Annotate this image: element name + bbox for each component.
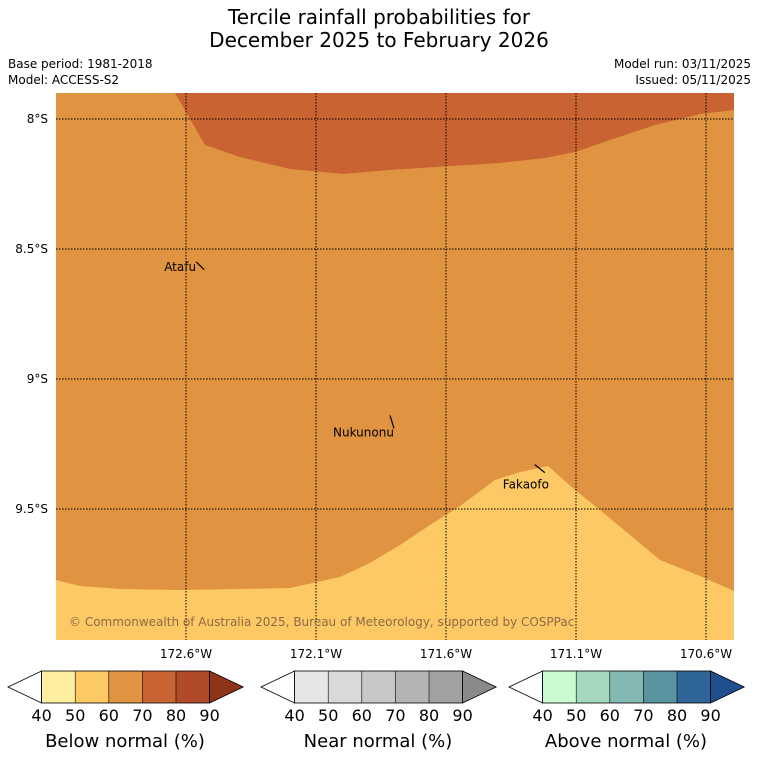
copyright-notice: © Commonwealth of Australia 2025, Bureau… — [69, 615, 574, 629]
colorbar-tick-label: 80 — [166, 706, 186, 725]
colorbar-tick-label: 50 — [566, 706, 586, 725]
colorbar-cell — [75, 671, 109, 703]
colorbar-tick-label: 80 — [667, 706, 687, 725]
colorbar-title: Above normal (%) — [545, 731, 707, 752]
atoll-outline — [389, 415, 395, 429]
colorbar-cell — [361, 671, 396, 703]
colorbar-tick-label: 70 — [132, 706, 152, 725]
colorbar-tick-label: 40 — [31, 706, 51, 725]
colorbar-cell — [429, 671, 463, 703]
colorbar-extend-low — [7, 670, 42, 704]
longitude-labels: 172.6°W 172.1°W 171.6°W 171.1°W 170.6°W — [160, 647, 732, 661]
map-area: Atafu Nukunonu Fakaofo © Commonwealth of A… — [56, 93, 734, 640]
colorbar-frame — [41, 670, 210, 704]
colorbar-title: Below normal (%) — [45, 731, 205, 752]
lon-tick-label: 171.6°W — [420, 647, 472, 661]
colorbar-cell — [609, 671, 644, 703]
atoll-outline — [534, 464, 546, 474]
atoll-outline — [195, 261, 205, 271]
colorbar-tick-label: 50 — [318, 706, 338, 725]
colorbar-extend-high — [710, 670, 746, 704]
model-label: Model: ACCESS-S2 — [8, 73, 120, 87]
colorbar-cell — [576, 671, 610, 703]
colorbar: 40 50 60 70 80 90 Near normal (%) — [260, 670, 498, 752]
lon-tick-label: 172.6°W — [160, 647, 212, 661]
colorbar-cell — [328, 671, 362, 703]
colorbar-tick-label: 70 — [385, 706, 405, 725]
colorbar-extend-low — [508, 670, 543, 704]
chart-title-line2: December 2025 to February 2026 — [209, 28, 549, 52]
lat-tick-label: 9°S — [27, 372, 48, 386]
base-period-label: Base period: 1981-2018 — [8, 57, 153, 71]
colorbar-tick-label: 80 — [419, 706, 439, 725]
colorbar-cell — [395, 671, 429, 703]
colorbar-extend-high — [462, 670, 498, 704]
lat-tick-label: 8°S — [27, 112, 48, 126]
colorbar-tick-label: 90 — [452, 706, 472, 725]
colorbars: 40 50 60 70 80 90 Below normal (%) 40 50 60 70 80 90… — [7, 670, 746, 752]
model-run-label: Model run: 03/11/2025 — [613, 57, 751, 71]
colorbar-tick-label: 60 — [352, 706, 372, 725]
colorbar-cell — [542, 671, 577, 703]
colorbar-frame — [542, 670, 711, 704]
region-below-normal-70-80 — [175, 93, 734, 174]
place-label: Nukunonu — [333, 425, 394, 439]
colorbar: 40 50 60 70 80 90 Above normal (%) — [508, 670, 746, 752]
lat-tick-label: 8.5°S — [15, 242, 48, 256]
colorbar-tick-label: 90 — [199, 706, 219, 725]
place-label: Atafu — [164, 260, 196, 274]
lat-tick-label: 9.5°S — [15, 502, 48, 516]
colorbar-tick-label: 60 — [99, 706, 119, 725]
chart-title-line1: Tercile rainfall probabilities for — [227, 5, 531, 29]
colorbar-tick-label: 50 — [65, 706, 85, 725]
colorbar: 40 50 60 70 80 90 Below normal (%) — [7, 670, 245, 752]
colorbar-extend-high — [209, 670, 245, 704]
colorbar-tick-label: 90 — [700, 706, 720, 725]
colorbar-tick-label: 40 — [532, 706, 552, 725]
colorbar-cell — [176, 671, 210, 703]
colorbar-cell — [294, 671, 329, 703]
place-label: Fakaofo — [503, 478, 549, 492]
colorbar-cell — [108, 671, 143, 703]
colorbar-cell — [677, 671, 711, 703]
colorbar-frame — [294, 670, 464, 704]
place-markers: Atafu Nukunonu Fakaofo — [164, 260, 549, 492]
colorbar-cell — [41, 671, 76, 703]
lon-tick-label: 171.1°W — [550, 647, 602, 661]
colorbar-tick-label: 60 — [600, 706, 620, 725]
lon-tick-label: 172.1°W — [290, 647, 342, 661]
colorbar-extend-low — [260, 670, 296, 704]
colorbar-cell — [142, 671, 176, 703]
issued-label: Issued: 05/11/2025 — [635, 73, 751, 87]
colorbar-tick-label: 40 — [284, 706, 304, 725]
colorbar-tick-label: 70 — [633, 706, 653, 725]
lon-tick-label: 170.6°W — [680, 647, 732, 661]
colorbar-cell — [643, 671, 677, 703]
colorbar-title: Near normal (%) — [304, 731, 453, 752]
gridlines — [56, 93, 734, 640]
latitude-labels: 8°S 8.5°S 9°S 9.5°S — [15, 112, 48, 516]
